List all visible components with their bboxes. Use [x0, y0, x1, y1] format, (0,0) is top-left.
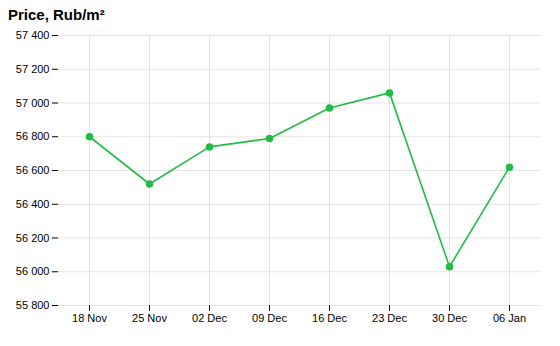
svg-text:57 000: 57 000: [16, 97, 50, 109]
svg-text:25 Nov: 25 Nov: [132, 312, 167, 324]
svg-text:30 Dec: 30 Dec: [432, 312, 467, 324]
svg-text:56 800: 56 800: [16, 130, 50, 142]
svg-text:56 400: 56 400: [16, 198, 50, 210]
svg-text:23 Dec: 23 Dec: [372, 312, 407, 324]
svg-text:02 Dec: 02 Dec: [192, 312, 227, 324]
svg-text:06 Jan: 06 Jan: [493, 312, 526, 324]
html-text:Price, Rub/m²: Price, Rub/m²: [8, 6, 105, 23]
svg-text:09 Dec: 09 Dec: [252, 312, 287, 324]
svg-text:18 Nov: 18 Nov: [72, 312, 107, 324]
svg-text:57 200: 57 200: [16, 63, 50, 75]
svg-text:56 600: 56 600: [16, 164, 50, 176]
svg-text:16 Dec: 16 Dec: [312, 312, 347, 324]
svg-text:56 200: 56 200: [16, 232, 50, 244]
svg-text:55 800: 55 800: [16, 299, 50, 311]
svg-text:56 000: 56 000: [16, 265, 50, 277]
svg-text:57 400: 57 400: [16, 29, 50, 41]
